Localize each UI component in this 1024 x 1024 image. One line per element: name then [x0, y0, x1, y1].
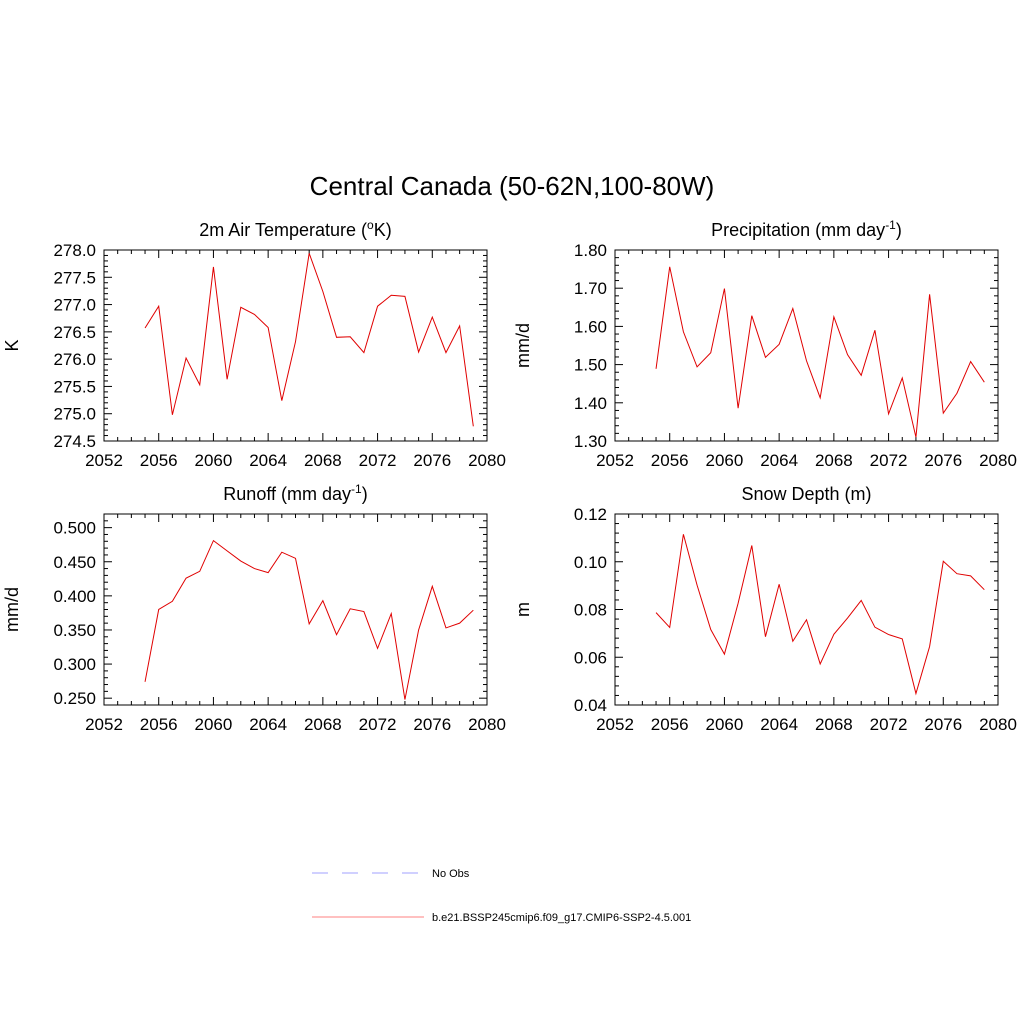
y-tick-label: 1.50 [574, 356, 607, 375]
x-tick-label: 2064 [760, 715, 798, 734]
x-tick-label: 2064 [249, 715, 287, 734]
y-axis-label: m [513, 602, 533, 617]
y-tick-label: 274.5 [53, 432, 96, 451]
x-tick-label: 2076 [924, 451, 962, 470]
series-line [655, 534, 985, 696]
x-tick-label: 2060 [706, 451, 744, 470]
y-tick-label: 276.0 [53, 350, 96, 369]
panel-title: Precipitation (mm day-1) [711, 218, 902, 240]
legend-item: No Obs [312, 868, 470, 880]
figure-title: Central Canada (50-62N,100-80W) [310, 171, 715, 201]
x-tick-label: 2068 [815, 715, 853, 734]
y-tick-label: 0.450 [53, 553, 96, 572]
x-tick-label: 2068 [304, 451, 342, 470]
x-tick-label: 2068 [304, 715, 342, 734]
y-tick-label: 0.06 [574, 648, 607, 667]
panel-title-tail: ) [896, 220, 902, 240]
x-tick-label: 2072 [359, 715, 397, 734]
x-tick-label: 2056 [140, 715, 178, 734]
y-tick-label: 277.5 [53, 268, 96, 287]
x-tick-label: 2056 [651, 715, 689, 734]
x-tick-label: 2056 [651, 451, 689, 470]
y-tick-label: 1.80 [574, 241, 607, 260]
x-tick-label: 2052 [85, 451, 123, 470]
legend-label: No Obs [432, 868, 470, 880]
panel-title-text: Snow Depth (m) [741, 484, 871, 504]
series-line [144, 253, 474, 427]
y-tick-label: 0.04 [574, 696, 607, 715]
panel-title-text: Runoff (mm day [223, 484, 351, 504]
x-tick-label: 2060 [706, 715, 744, 734]
plot-frame [103, 513, 488, 706]
x-tick-label: 2052 [85, 715, 123, 734]
y-tick-label: 275.0 [53, 405, 96, 424]
x-tick-label: 2072 [870, 715, 908, 734]
x-tick-label: 2072 [359, 451, 397, 470]
x-tick-label: 2060 [195, 715, 233, 734]
x-tick-label: 2052 [596, 451, 634, 470]
x-tick-label: 2064 [249, 451, 287, 470]
y-tick-label: 0.10 [574, 553, 607, 572]
y-tick-label: 275.5 [53, 377, 96, 396]
legend: No Obs b.e21.BSSP245cmip6.f09_g17.CMIP6-S… [312, 868, 691, 924]
y-tick-label: 0.12 [574, 505, 607, 524]
x-tick-label: 2072 [870, 451, 908, 470]
y-tick-label: 0.400 [53, 587, 96, 606]
y-tick-label: 0.350 [53, 621, 96, 640]
x-tick-label: 2052 [596, 715, 634, 734]
y-tick-label: 1.30 [574, 432, 607, 451]
x-tick-label: 2080 [979, 451, 1017, 470]
y-tick-label: 0.08 [574, 601, 607, 620]
y-axis-label: K [2, 339, 22, 351]
y-tick-label: 0.500 [53, 519, 96, 538]
panel-title-text: 2m Air Temperature ( [199, 220, 367, 240]
y-tick-label: 277.0 [53, 296, 96, 315]
y-tick-label: 1.40 [574, 394, 607, 413]
panel-title: Runoff (mm day-1) [223, 482, 367, 504]
series-line [655, 266, 985, 438]
legend-label: b.e21.BSSP245cmip6.f09_g17.CMIP6-SSP2-4.… [432, 912, 691, 924]
panel-title-superscript: -1 [885, 218, 896, 232]
x-tick-label: 2060 [195, 451, 233, 470]
panel-title-superscript: o [367, 218, 374, 232]
panel-title: 2m Air Temperature (oK) [199, 218, 391, 240]
y-axis-label: mm/d [513, 323, 533, 368]
temperature-panel: 2m Air Temperature (oK) 2052 2056 2060 2064 2… [2, 218, 506, 470]
y-tick-label: 0.300 [53, 655, 96, 674]
panel-title-tail: ) [362, 484, 368, 504]
x-tick-label: 2080 [468, 715, 506, 734]
x-tick-label: 2056 [140, 451, 178, 470]
x-tick-label: 2080 [468, 451, 506, 470]
snow-depth-panel: Snow Depth (m) 2052 2056 2060 2064 2068 2072 20… [513, 484, 1017, 734]
y-axis-label: mm/d [2, 587, 22, 632]
y-tick-label: 1.70 [574, 279, 607, 298]
y-tick-label: 1.60 [574, 317, 607, 336]
y-tick-label: 276.5 [53, 323, 96, 342]
panel-title: Snow Depth (m) [741, 484, 871, 504]
panels: 2m Air Temperature (oK)2052 2056 2060 2064 2… [2, 218, 1017, 734]
panel-title-superscript: -1 [351, 482, 362, 496]
x-tick-label: 2064 [760, 451, 798, 470]
series-line [144, 539, 474, 700]
y-tick-label: 0.250 [53, 689, 96, 708]
panel-title-text: Precipitation (mm day [711, 220, 885, 240]
x-tick-label: 2076 [413, 715, 451, 734]
x-tick-label: 2076 [413, 451, 451, 470]
panel-title-tail: K) [374, 220, 392, 240]
runoff-panel: Runoff (mm day-1) 2052 2056 2060 2064 2068 207… [2, 482, 506, 734]
x-tick-label: 2080 [979, 715, 1017, 734]
x-tick-label: 2068 [815, 451, 853, 470]
precipitation-panel: Precipitation (mm day-1) 2052 2056 2060 2064… [513, 218, 1017, 470]
x-tick-label: 2076 [924, 715, 962, 734]
y-tick-label: 278.0 [53, 241, 96, 260]
plot-frame [103, 249, 488, 442]
legend-item: b.e21.BSSP245cmip6.f09_g17.CMIP6-SSP2-4.… [312, 912, 691, 924]
